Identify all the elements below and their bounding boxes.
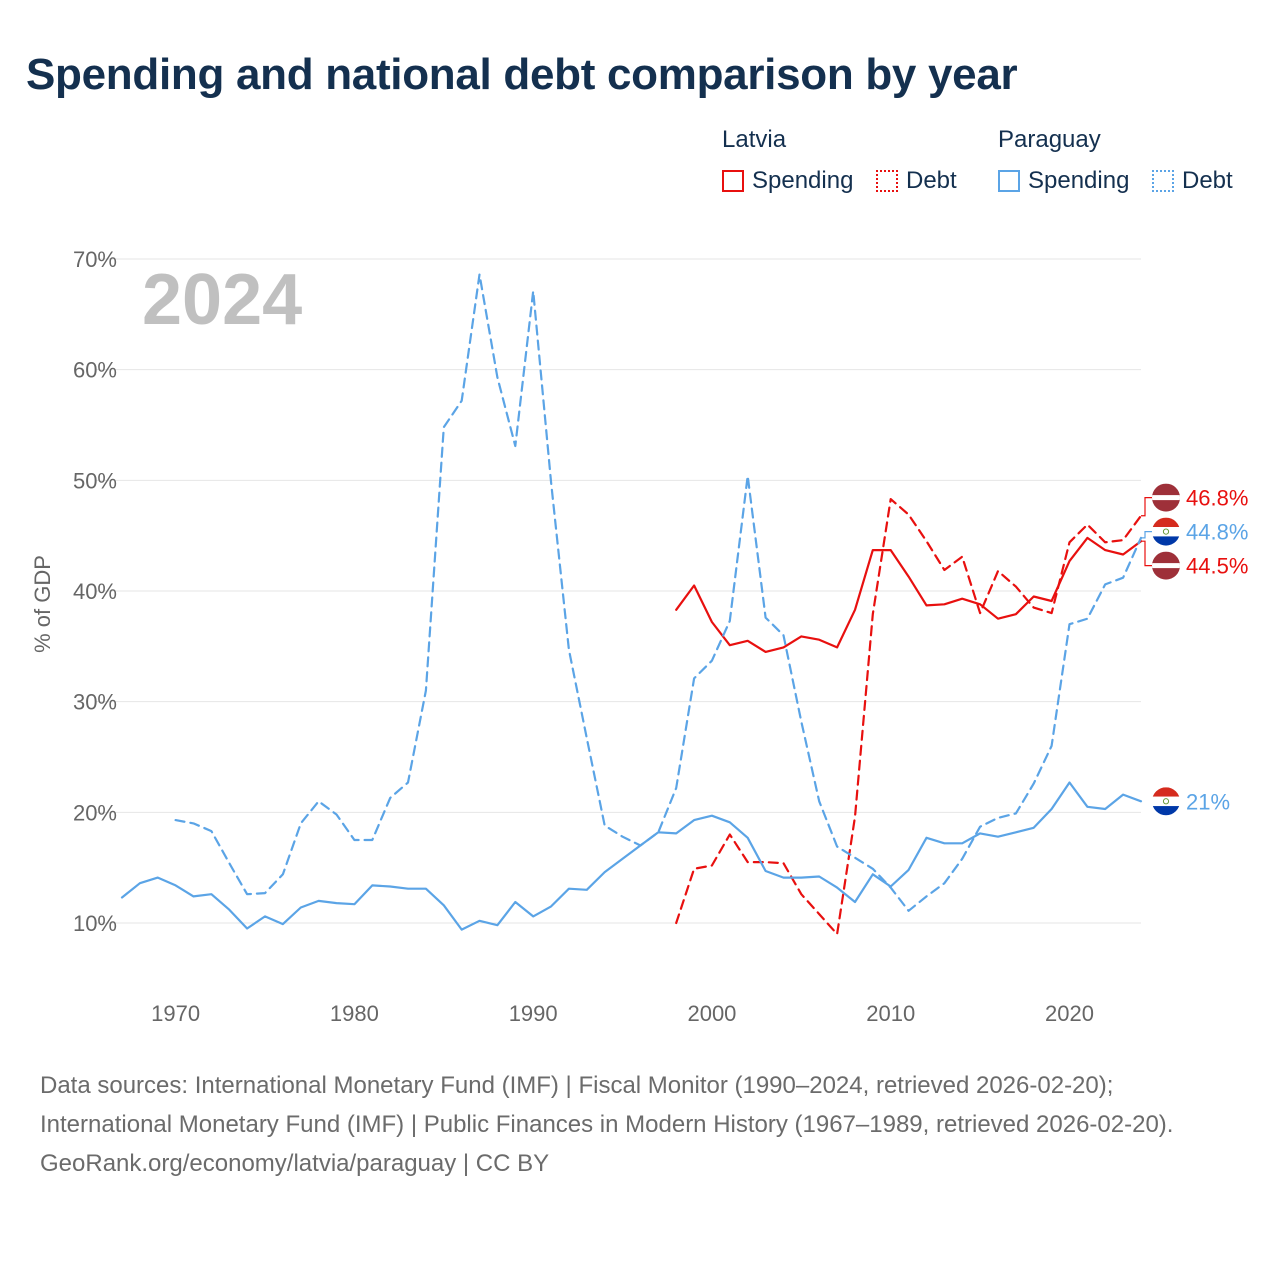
x-tick-label: 2010: [866, 1001, 915, 1026]
legend-paraguay-spending[interactable]: Spending: [998, 166, 1129, 196]
legend-latvia-debt[interactable]: Debt: [876, 166, 957, 196]
series-line-paraguay-debt[interactable]: [174, 273, 1143, 912]
legend-paraguay: Paraguay Spending Debt: [998, 126, 1258, 198]
legend-swatch-solid-icon: [998, 170, 1020, 192]
legend-latvia-debt-label: Debt: [906, 167, 957, 194]
legend-latvia-spending-label: Spending: [752, 167, 854, 194]
y-tick-label: 40%: [73, 579, 117, 604]
end-label-connector: [1141, 531, 1152, 539]
footer: Data sources: International Monetary Fun…: [40, 1066, 1240, 1183]
legend-swatch-dotted-icon: [876, 170, 898, 192]
legend-group-paraguay: Paraguay: [998, 126, 1101, 153]
legend-group-latvia: Latvia: [722, 126, 787, 153]
legend-latvia: Latvia Spending Debt: [722, 126, 982, 198]
legend-swatch-dotted-icon: [1152, 170, 1174, 192]
grid-lines: [95, 258, 1141, 924]
end-label-connector: [1141, 497, 1152, 517]
axes: 10% 20% 30% 40% 50% 60% 70% 1970 1980 1990 2000 201…: [73, 247, 1094, 1026]
latvia-flag-icon: [1152, 483, 1180, 512]
legend-paraguay-debt[interactable]: Debt: [1152, 166, 1233, 196]
data-sources-text: Data sources: International Monetary Fun…: [40, 1072, 1174, 1138]
end-value-label: 44.5%: [1186, 554, 1248, 579]
y-axis-title: % of GDP: [30, 555, 55, 653]
year-watermark: 2024: [142, 260, 302, 340]
series-line-latvia-debt[interactable]: [675, 498, 1143, 936]
end-value-label: 21%: [1186, 789, 1230, 814]
legend-paraguay-debt-label: Debt: [1182, 167, 1233, 194]
end-label-connector: [1141, 540, 1152, 567]
end-value-label: 46.8%: [1186, 486, 1248, 511]
credit-link[interactable]: GeoRank.org/economy/latvia/paraguay | CC…: [40, 1150, 550, 1177]
end-value-label: 44.8%: [1186, 520, 1248, 545]
paraguay-flag-icon: [1152, 787, 1180, 816]
legend-paraguay-spending-label: Spending: [1028, 167, 1130, 194]
y-tick-label: 30%: [73, 690, 117, 715]
series-lines: [120, 273, 1143, 936]
end-labels: 46.8% 44.8% 44.5% 21%: [1141, 483, 1248, 816]
x-tick-label: 2000: [687, 1001, 736, 1026]
series-line-latvia-spending[interactable]: [675, 536, 1143, 654]
paraguay-flag-icon: [1152, 517, 1180, 546]
y-tick-label: 50%: [73, 468, 117, 493]
chart-plot-area: 10% 20% 30% 40% 50% 60% 70% 1970 1980 1990 2000 201…: [30, 247, 1248, 1026]
x-tick-label: 1970: [151, 1001, 200, 1026]
x-tick-label: 2020: [1045, 1001, 1094, 1026]
x-tick-label: 1980: [330, 1001, 379, 1026]
legend-swatch-solid-icon: [722, 170, 744, 192]
y-tick-label: 10%: [73, 911, 117, 936]
series-line-paraguay-spending[interactable]: [120, 781, 1143, 931]
y-tick-label: 60%: [73, 358, 117, 383]
chart-title: Spending and national debt comparison by…: [26, 50, 1018, 99]
x-tick-label: 1990: [509, 1001, 558, 1026]
y-tick-label: 20%: [73, 800, 117, 825]
latvia-flag-icon: [1152, 551, 1180, 580]
y-tick-label: 70%: [73, 247, 117, 272]
legend-latvia-spending[interactable]: Spending: [722, 166, 853, 196]
